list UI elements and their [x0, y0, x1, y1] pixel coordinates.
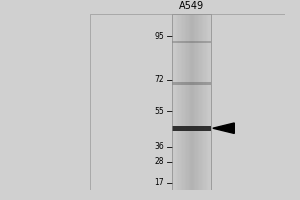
Bar — [172, 126, 211, 131]
Bar — [172, 14, 173, 190]
Bar — [196, 14, 198, 190]
Bar — [195, 14, 196, 190]
Bar — [193, 14, 194, 190]
Text: 55: 55 — [154, 107, 164, 116]
Bar — [173, 14, 175, 190]
Bar — [207, 14, 208, 190]
Bar — [198, 14, 199, 190]
Bar — [178, 14, 180, 190]
Bar — [184, 14, 185, 190]
Polygon shape — [213, 123, 234, 133]
Text: 17: 17 — [154, 178, 164, 187]
Bar — [181, 14, 182, 190]
Bar — [206, 14, 207, 190]
Bar — [202, 14, 203, 190]
Text: 36: 36 — [154, 142, 164, 151]
Bar — [186, 14, 188, 190]
Bar — [176, 14, 177, 190]
Bar — [210, 14, 211, 190]
Bar — [182, 14, 184, 190]
Bar — [188, 14, 189, 190]
Bar — [172, 82, 211, 85]
Bar — [172, 14, 211, 190]
Bar — [208, 14, 210, 190]
Bar — [203, 14, 204, 190]
Bar — [199, 14, 200, 190]
Bar — [204, 14, 206, 190]
Text: 72: 72 — [154, 75, 164, 84]
Bar — [190, 14, 191, 190]
Bar — [180, 14, 181, 190]
Bar — [194, 14, 195, 190]
Bar — [175, 14, 176, 190]
Text: 95: 95 — [154, 32, 164, 41]
Bar — [185, 14, 186, 190]
Text: A549: A549 — [179, 1, 204, 11]
Bar — [172, 41, 211, 43]
Bar — [191, 14, 193, 190]
Bar — [177, 14, 178, 190]
Bar — [200, 14, 202, 190]
Text: 28: 28 — [154, 157, 164, 166]
Bar — [189, 14, 190, 190]
